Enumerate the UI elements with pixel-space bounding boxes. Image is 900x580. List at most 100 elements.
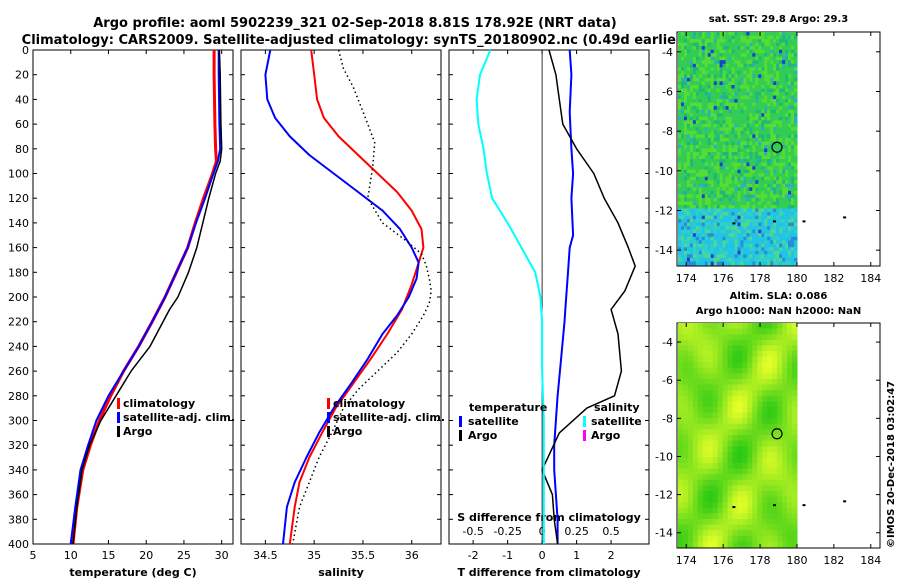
sst-cell — [731, 99, 735, 104]
sst-cell — [776, 92, 780, 96]
sla-cell — [752, 351, 758, 358]
sst-cell — [716, 70, 721, 75]
sst-cell — [686, 113, 691, 118]
sst-cell — [716, 77, 721, 82]
sst-cell — [728, 49, 733, 54]
sst-cell — [728, 67, 733, 72]
sst-cell — [725, 226, 730, 231]
sst-cell — [788, 67, 792, 72]
sla-cell — [747, 535, 753, 542]
sst-cell — [701, 247, 706, 252]
sst-cell — [782, 49, 786, 54]
sst-cell — [740, 56, 744, 61]
sst-cell — [701, 145, 706, 149]
sst-cell — [776, 127, 780, 132]
sla-cell — [683, 367, 689, 374]
sla-cell — [697, 401, 704, 408]
sst-cell — [767, 95, 771, 100]
sla-cell — [772, 412, 778, 419]
sla-cell — [702, 446, 709, 453]
sst-cell — [707, 109, 712, 114]
sst-cell — [704, 88, 709, 93]
sla-cell — [687, 541, 694, 548]
sst-cell — [683, 176, 688, 181]
sla-cell — [687, 356, 694, 363]
sst-cell — [689, 229, 694, 234]
sst-cell — [692, 53, 697, 58]
sst-cell — [683, 233, 688, 238]
sst-cell — [779, 212, 783, 216]
sst-cell — [689, 116, 694, 121]
sst-cell — [678, 215, 682, 220]
sla-cell — [772, 418, 778, 425]
sst-cell — [794, 159, 798, 164]
sst-cell — [734, 215, 738, 220]
sst-cell — [746, 88, 750, 93]
sst-cell — [785, 63, 789, 68]
sla-cell — [737, 496, 743, 503]
sst-cell — [776, 194, 780, 199]
sst-cell — [725, 46, 730, 51]
sst-cell — [785, 130, 789, 135]
sst-cell — [728, 236, 733, 241]
sla-cell — [782, 479, 788, 486]
sst-cell — [695, 183, 700, 188]
sst-cell — [689, 56, 694, 61]
sla-cell — [687, 407, 694, 414]
sst-cell — [791, 130, 795, 135]
sla-cell — [712, 345, 719, 352]
sst-cell — [764, 205, 768, 209]
sst-cell — [773, 222, 777, 227]
sst-cell — [716, 212, 721, 216]
sla-cell — [687, 395, 694, 402]
sst-cell — [782, 261, 786, 266]
sst-cell — [710, 201, 715, 206]
sst-cell — [707, 208, 712, 213]
sst-cell — [707, 99, 712, 104]
sst-cell — [764, 35, 768, 40]
sst-cell — [785, 74, 789, 79]
sla-cell — [737, 541, 743, 548]
sst-cell — [713, 194, 718, 199]
sla-cell — [687, 513, 694, 520]
sla-cell — [737, 491, 743, 498]
sst-cell — [743, 215, 747, 220]
sst-cell — [767, 39, 771, 44]
sst-cell — [752, 148, 756, 153]
sst-cell — [701, 74, 706, 79]
sst-cell — [785, 32, 789, 36]
sla-cell — [752, 491, 758, 498]
sst-cell — [749, 187, 753, 192]
sla-cell — [792, 328, 798, 335]
sst-cell — [758, 173, 762, 178]
sla-cell — [742, 412, 748, 419]
sst-cell — [734, 197, 738, 202]
sst-cell — [683, 250, 688, 255]
y-tick-label: -12 — [655, 489, 673, 502]
sst-cell — [728, 77, 733, 82]
sla-cell — [762, 418, 768, 425]
sst-cell — [734, 212, 738, 216]
sst-cell — [701, 250, 706, 255]
sst-cell — [761, 190, 765, 195]
sst-cell — [785, 159, 789, 164]
sla-cell — [787, 401, 793, 408]
sst-cell — [701, 88, 706, 93]
sla-cell — [692, 507, 699, 514]
sst-cell — [749, 236, 753, 241]
sst-cell — [731, 247, 735, 252]
sst-cell — [767, 194, 771, 199]
sst-cell — [692, 194, 697, 199]
sla-cell — [752, 328, 758, 335]
sst-cell — [776, 109, 780, 114]
sla-cell — [752, 530, 758, 537]
sla-cell — [727, 373, 734, 380]
sst-cell — [719, 229, 724, 234]
sst-cell — [689, 212, 694, 216]
sla-cell — [757, 457, 763, 464]
sst-cell — [776, 74, 780, 79]
sla-cell — [702, 541, 709, 548]
sst-cell — [695, 236, 700, 241]
sst-cell — [698, 74, 703, 79]
sst-cell — [737, 155, 741, 160]
